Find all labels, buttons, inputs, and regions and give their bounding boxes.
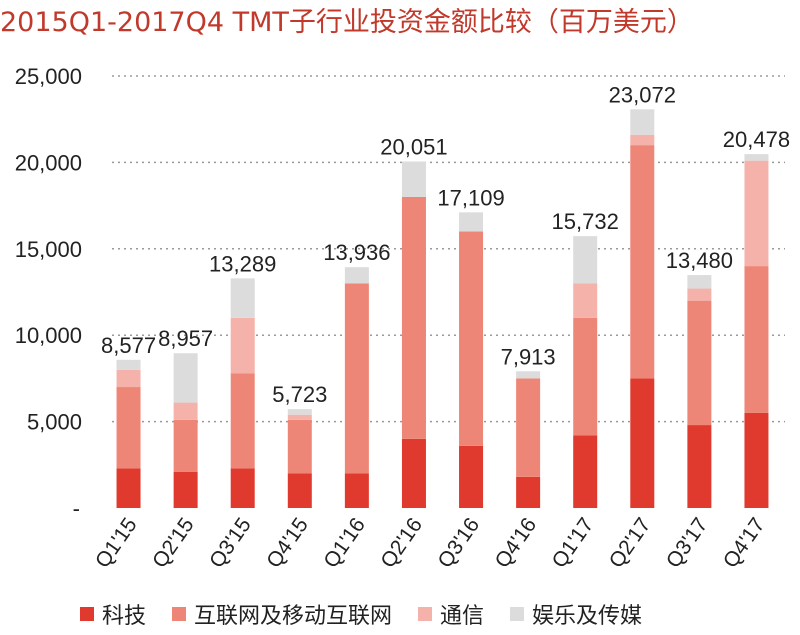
bar-segment-s2-2 (230, 317, 255, 374)
total-label: 8,577 (101, 333, 156, 358)
bar-segment-s0-9 (630, 378, 655, 508)
x-tick-label: Q2'15 (148, 514, 199, 573)
bar-segment-s3-2 (230, 278, 255, 318)
x-tick-label: Q4'15 (262, 514, 313, 573)
bar-segment-s1-10 (687, 300, 712, 426)
x-tick-label: Q3'16 (434, 514, 485, 573)
total-label: 20,478 (723, 127, 790, 152)
bar-segment-s3-6 (459, 212, 484, 232)
legend-item-tech: 科技 (80, 598, 146, 630)
x-tick-label: Q2'16 (376, 514, 427, 573)
total-label: 8,957 (158, 326, 213, 351)
bar-segment-s2-11 (744, 160, 769, 267)
legend-item-internet: 互联网及移动互联网 (172, 598, 392, 630)
y-tick-label: 20,000 (15, 150, 82, 175)
bar-segment-s1-3 (287, 419, 312, 474)
chart-title: 2015Q1-2017Q4 TMT子行业投资金额比较（百万美元） (0, 7, 694, 38)
bar-segment-s2-3 (287, 414, 312, 420)
bar-segment-s3-10 (687, 275, 712, 289)
bar-segment-s1-2 (230, 373, 255, 469)
bar-segment-s2-10 (687, 288, 712, 301)
legend-swatch-tech (80, 607, 94, 621)
bar-segment-s3-3 (287, 409, 312, 415)
total-label: 23,072 (609, 82, 676, 107)
total-label: 7,913 (501, 344, 556, 369)
bar-segment-s1-7 (516, 378, 541, 477)
bar-segment-s0-10 (687, 425, 712, 508)
bar-segment-s3-0 (116, 359, 141, 370)
bar-segment-s0-6 (459, 445, 484, 508)
bar-segment-s0-11 (744, 412, 769, 508)
total-label: 13,936 (323, 240, 390, 265)
bar-segment-s0-3 (287, 473, 312, 508)
y-tick-label: 5,000 (27, 410, 82, 435)
total-label: 13,289 (209, 251, 276, 276)
bar-segment-s0-7 (516, 476, 541, 508)
bar-segment-s1-9 (630, 145, 655, 379)
legend-label-internet: 互联网及移动互联网 (194, 604, 393, 629)
y-tick-label: - (73, 496, 80, 521)
bar-segment-s1-1 (173, 419, 198, 472)
y-axis-ticks: - 5,000 10,000 15,000 20,000 25,000 (15, 64, 82, 521)
legend-swatch-internet (172, 607, 187, 621)
total-label: 13,480 (666, 248, 733, 273)
bar-segment-s3-1 (173, 353, 198, 403)
bar-segment-s0-8 (573, 435, 598, 508)
x-tick-label: Q1'15 (91, 514, 142, 573)
legend-item-telecom: 通信 (418, 598, 484, 630)
bar-segment-s2-0 (116, 369, 141, 388)
total-labels: 8,577 8,957 13,289 5,723 13,936 20,051 17,109 7… (101, 82, 790, 407)
x-tick-label: Q1'16 (319, 514, 370, 573)
x-tick-label: Q4'16 (491, 514, 542, 573)
bar-segment-s3-11 (744, 154, 769, 161)
bar-segment-s3-5 (401, 161, 426, 197)
total-label: 17,109 (437, 185, 504, 210)
bar-segment-s0-5 (401, 438, 426, 508)
legend-swatch-media (510, 607, 525, 621)
total-label: 20,051 (380, 135, 447, 160)
bar-segment-s1-0 (116, 387, 141, 469)
bar-segment-s1-4 (344, 283, 369, 474)
bar-segment-s3-9 (630, 109, 655, 135)
x-tick-label: Q1'17 (548, 514, 599, 573)
x-axis-ticks: Q1'15 Q2'15 Q3'15 Q4'15 Q1'16 Q2'16 Q3'16 Q4'16… (91, 514, 770, 573)
bar-segment-s0-1 (173, 471, 198, 508)
bar-segment-s2-8 (573, 283, 598, 318)
bar-segment-s1-5 (401, 196, 426, 439)
y-tick-label: 15,000 (15, 237, 82, 262)
bar-segment-s1-11 (744, 266, 769, 413)
bars (116, 109, 769, 508)
bar-segment-s3-4 (344, 267, 369, 284)
bar-segment-s0-0 (116, 468, 141, 508)
x-tick-label: Q2'17 (605, 514, 656, 573)
x-tick-label: Q3'15 (205, 514, 256, 573)
bar-segment-s0-4 (344, 473, 369, 508)
bar-segment-s2-1 (173, 402, 198, 420)
gridlines (112, 75, 785, 423)
legend-item-media: 娱乐及传媒 (510, 598, 642, 630)
bar-segment-s3-8 (573, 236, 598, 284)
legend-label-media: 娱乐及传媒 (532, 604, 643, 629)
y-tick-label: 10,000 (15, 323, 82, 348)
legend: 科技 互联网及移动互联网 通信 娱乐及传媒 (80, 598, 668, 630)
total-label: 5,723 (272, 382, 327, 407)
bar-segment-s3-7 (516, 371, 541, 379)
bar-segment-s2-9 (630, 134, 655, 146)
bar-segment-s1-6 (459, 231, 484, 446)
x-tick-label: Q4'17 (719, 514, 770, 573)
bar-segment-s0-2 (230, 468, 255, 508)
total-label: 15,732 (552, 209, 619, 234)
legend-swatch-telecom (418, 607, 433, 621)
legend-label-telecom: 通信 (440, 604, 485, 629)
bar-segment-s1-8 (573, 317, 598, 436)
legend-label-tech: 科技 (102, 604, 147, 629)
y-tick-label: 25,000 (15, 64, 82, 89)
x-tick-label: Q3'17 (662, 514, 713, 573)
